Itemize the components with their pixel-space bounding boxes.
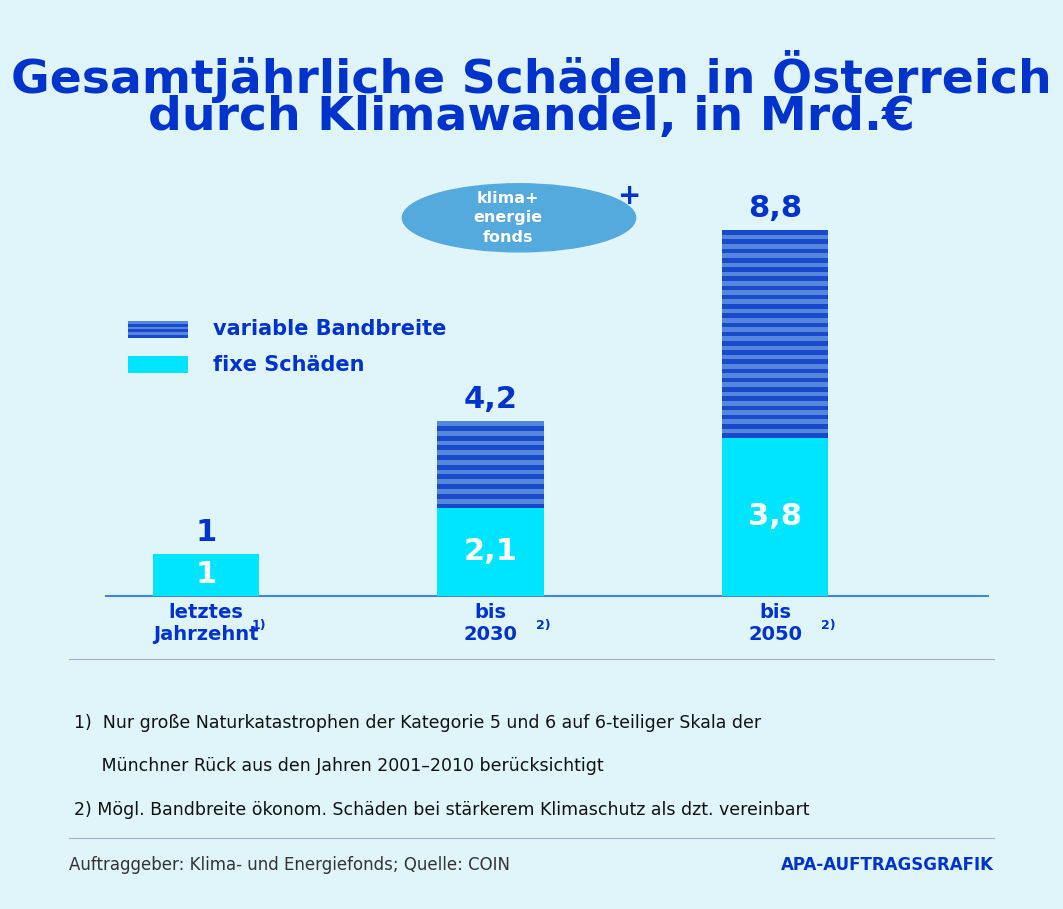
Bar [722,249,828,254]
Bar [437,431,544,435]
Bar [437,470,544,474]
Text: 3,8: 3,8 [748,502,803,531]
Text: 1: 1 [196,517,217,546]
Text: 1): 1) [252,619,266,632]
Bar [437,450,544,455]
Bar [722,341,828,345]
Bar [437,479,544,484]
Bar [722,318,828,323]
Text: variable Bandbreite: variable Bandbreite [214,319,446,339]
Text: 1: 1 [196,560,217,589]
Bar [128,333,187,335]
Bar [722,276,828,281]
Bar [722,272,828,276]
Bar [722,245,828,249]
Text: +: + [619,182,642,210]
Bar [437,421,544,426]
Bar [722,230,828,235]
Text: klima+
energie
fonds: klima+ energie fonds [473,191,542,245]
Bar [722,304,828,309]
Bar [722,378,828,383]
Bar [437,499,544,504]
Bar [437,435,544,441]
Bar [437,445,544,450]
Bar [722,345,828,350]
Bar [128,356,187,374]
Bar [437,508,544,595]
Bar [722,415,828,419]
Bar [153,554,259,595]
Bar [722,290,828,295]
Bar [722,239,828,245]
Bar [722,429,828,434]
Bar [128,329,187,333]
Text: durch Klimawandel, in Mrd.€: durch Klimawandel, in Mrd.€ [148,95,915,141]
Text: Gesamtjährliche Schäden in Österreich: Gesamtjährliche Schäden in Österreich [11,50,1052,103]
Text: 2): 2) [821,619,836,632]
Circle shape [402,184,636,252]
Bar [437,460,544,464]
Bar [722,323,828,327]
Bar [722,392,828,396]
Bar [722,410,828,415]
Bar [722,434,828,438]
Bar [722,364,828,369]
Bar [722,359,828,364]
Bar [128,324,187,326]
Bar [722,405,828,410]
Bar [722,254,828,258]
Bar [437,426,544,431]
Bar [722,383,828,387]
Bar [722,374,828,378]
Bar [722,424,828,429]
Bar [722,327,828,332]
Bar [437,494,544,499]
Text: 2,1: 2,1 [463,537,518,566]
Text: letztes
Jahrzehnt: letztes Jahrzehnt [153,603,258,644]
Text: fixe Schäden: fixe Schäden [214,355,365,375]
Bar [722,419,828,424]
Text: Münchner Rück aus den Jahren 2001–2010 berücksichtigt: Münchner Rück aus den Jahren 2001–2010 b… [74,757,604,775]
Bar [722,350,828,355]
Bar [128,326,187,329]
Bar [722,235,828,239]
Text: bis
2050: bis 2050 [748,603,803,644]
Bar [722,263,828,267]
Bar [437,474,544,479]
Bar [722,369,828,374]
Bar [722,438,828,595]
Bar [128,321,187,324]
Bar [722,336,828,341]
Text: 8,8: 8,8 [748,194,803,223]
Bar [722,258,828,263]
Text: bis
2030: bis 2030 [463,603,518,644]
Text: 2): 2) [536,619,551,632]
Text: 2) Mögl. Bandbreite ökonom. Schäden bei stärkerem Klimaschutz als dzt. vereinbar: 2) Mögl. Bandbreite ökonom. Schäden bei … [74,801,810,819]
Bar [722,387,828,392]
Bar [722,401,828,405]
Bar [722,267,828,272]
Bar [722,309,828,314]
Bar [722,285,828,290]
Text: 1)  Nur große Naturkatastrophen der Kategorie 5 und 6 auf 6-teiliger Skala der: 1) Nur große Naturkatastrophen der Kateg… [74,714,761,732]
Bar [722,295,828,299]
Bar [437,484,544,489]
Bar [437,504,544,508]
Text: 4,2: 4,2 [463,385,518,414]
Text: Auftraggeber: Klima- und Energiefonds; Quelle: COIN: Auftraggeber: Klima- und Energiefonds; Q… [69,856,510,874]
Bar [437,455,544,460]
Bar [437,489,544,494]
Bar [437,464,544,470]
Bar [128,335,187,338]
Bar [722,332,828,336]
Bar [722,396,828,401]
Bar [722,355,828,359]
Bar [722,281,828,285]
Text: APA-AUFTRAGSGRAFIK: APA-AUFTRAGSGRAFIK [781,856,994,874]
Bar [437,441,544,445]
Bar [722,299,828,304]
Bar [722,314,828,318]
